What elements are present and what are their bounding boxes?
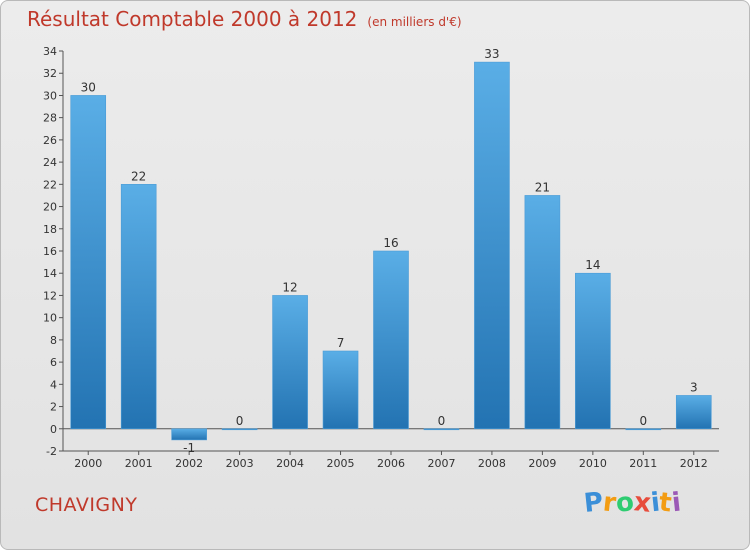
data-label-2012: 3	[690, 380, 698, 394]
data-label-2003: 0	[236, 414, 244, 428]
y-tick-label: 14	[43, 267, 57, 280]
x-tick-label-2007: 2007	[427, 457, 455, 470]
bar-2008	[474, 61, 510, 430]
data-label-2010: 14	[585, 258, 600, 272]
bar-2006	[373, 250, 409, 430]
bar-2001	[120, 184, 157, 430]
bar-2003	[221, 428, 258, 431]
data-label-2007: 0	[438, 414, 446, 428]
chart-title-text: Résultat Comptable 2000 à 2012	[27, 7, 358, 31]
x-tick-label-2003: 2003	[226, 457, 254, 470]
x-tick-label-2012: 2012	[680, 457, 708, 470]
x-tick-label-2002: 2002	[175, 457, 203, 470]
chart-bars: 30 22 -1 0 12 7 16 0 33 21 14 0 3	[70, 47, 712, 455]
y-tick-label: 0	[50, 423, 57, 436]
chart-title: Résultat Comptable 2000 à 2012 (en millie…	[27, 7, 462, 31]
bar-2007	[423, 428, 460, 431]
y-tick-label: 4	[50, 378, 57, 391]
y-tick-label: 28	[43, 112, 57, 125]
data-label-2011: 0	[639, 414, 647, 428]
proxiti-logo: Proxiti	[582, 487, 683, 519]
x-tick-label-2005: 2005	[327, 457, 355, 470]
y-tick-label: 24	[43, 156, 57, 169]
x-tick-label-2001: 2001	[125, 457, 153, 470]
y-tick-label: 32	[43, 67, 57, 80]
y-tick-label: 6	[50, 356, 57, 369]
y-tick-label: 34	[43, 45, 57, 58]
y-tick-label: 20	[43, 201, 57, 214]
data-label-2009: 21	[535, 180, 550, 194]
y-tick-label: 8	[50, 334, 57, 347]
bar-2010	[575, 272, 611, 430]
bar-2002	[171, 428, 207, 441]
y-tick-label: 26	[43, 134, 57, 147]
bar-2009	[524, 195, 561, 430]
commune-name: CHAVIGNY	[35, 494, 138, 516]
y-tick-label: 18	[43, 223, 57, 236]
y-tick-label: 22	[43, 178, 57, 191]
data-label-2006: 16	[383, 236, 398, 250]
x-tick-label-2006: 2006	[377, 457, 405, 470]
x-tick-label-2011: 2011	[629, 457, 657, 470]
bar-2004	[272, 295, 308, 430]
data-label-2002: -1	[183, 441, 195, 455]
bar-2012	[675, 395, 712, 430]
x-tick-label-2004: 2004	[276, 457, 304, 470]
data-label-2008: 33	[484, 47, 499, 61]
data-label-2000: 30	[81, 80, 96, 94]
chart-unit: (en milliers d'€)	[367, 15, 462, 29]
bar-2005	[322, 350, 359, 430]
x-tick-label-2009: 2009	[528, 457, 556, 470]
y-tick-label: 30	[43, 89, 57, 102]
bar-2011	[625, 428, 662, 431]
data-label-2005: 7	[337, 336, 345, 350]
logo-letter: i	[670, 487, 683, 519]
data-label-2001: 22	[131, 169, 146, 183]
y-tick-label: 16	[43, 245, 57, 258]
y-tick-label: -2	[46, 445, 57, 458]
data-label-2004: 12	[282, 280, 297, 294]
x-tick-label-2008: 2008	[478, 457, 506, 470]
y-tick-label: 2	[50, 401, 57, 414]
x-tick-label-2000: 2000	[74, 457, 102, 470]
bar-2000	[70, 95, 107, 430]
x-tick-label-2010: 2010	[579, 457, 607, 470]
y-tick-label: 12	[43, 289, 57, 302]
y-tick-label: 10	[43, 312, 57, 325]
